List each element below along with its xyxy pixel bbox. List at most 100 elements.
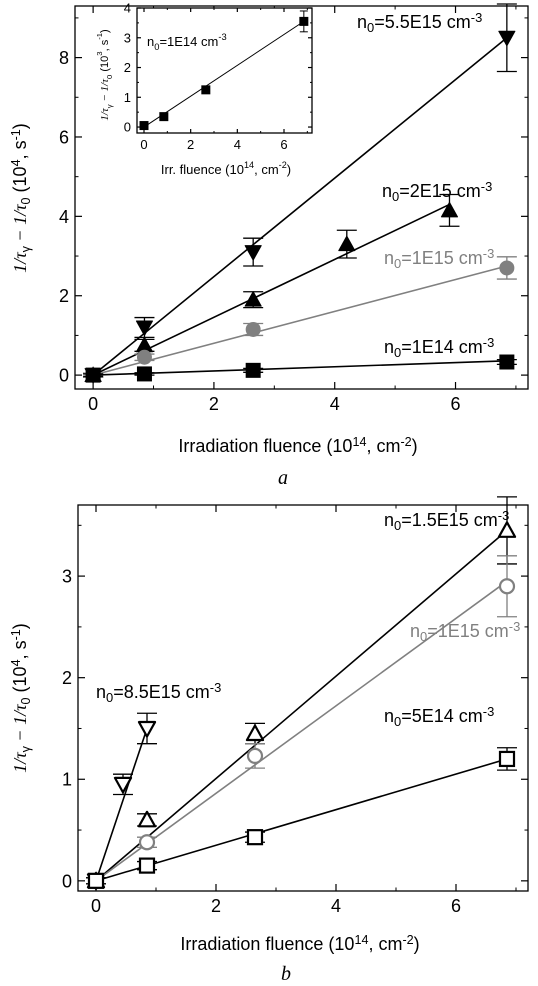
series-label-text: =5E14 cm (401, 706, 483, 726)
y-tick-label: 1 (124, 90, 131, 105)
series-label-sub: 0 (392, 189, 399, 204)
y-label-units2: , s (99, 39, 111, 51)
y-tick-label: 0 (62, 871, 72, 891)
series-label: n0=1E14 cm-3 (384, 335, 494, 360)
x-label-exp: 14 (244, 160, 254, 170)
data-point (440, 201, 459, 218)
x-tick-label: 0 (140, 137, 147, 152)
x-label-text: Irradiation fluence (10 (180, 934, 354, 954)
y-label-sub2: 0 (19, 197, 33, 204)
data-point (338, 235, 356, 252)
data-point (245, 362, 261, 378)
series-label-exp: -3 (498, 508, 510, 523)
data-point (246, 829, 264, 846)
data-point (87, 872, 105, 889)
series-label-base: n (382, 181, 392, 201)
y-tick-label: 4 (59, 207, 69, 227)
x-label-end: ) (414, 934, 420, 954)
series-label-exp: -3 (471, 10, 483, 25)
x-label-text: Irr. fluence (10 (161, 162, 244, 177)
data-point (245, 321, 261, 337)
inset-data-point (299, 16, 309, 26)
series-label-sub: 0 (106, 690, 113, 705)
x-label-exp2: -2 (279, 160, 287, 170)
series-label-base: n (384, 248, 394, 268)
series-label-exp: -3 (210, 680, 222, 695)
series-label-exp: -3 (483, 246, 495, 261)
x-label-exp2: -2 (400, 435, 411, 449)
series-label-base: n (96, 682, 106, 702)
data-point (244, 291, 262, 307)
y-label-exp2: -1 (9, 129, 23, 140)
series-label-text: =1.5E15 cm (401, 510, 498, 530)
data-point (498, 750, 516, 768)
y-tick-label: 1 (62, 770, 72, 790)
series-square (83, 354, 517, 383)
fit-line (95, 728, 148, 882)
data-point (136, 349, 152, 365)
y-tick-label: 2 (62, 668, 72, 688)
x-label-tail: , cm (366, 436, 400, 456)
series-label-base: n (410, 621, 420, 641)
data-point (113, 776, 133, 794)
data-point (499, 260, 515, 276)
fit-line (95, 758, 508, 882)
data-point (137, 810, 157, 828)
x-label-exp2: -2 (402, 933, 413, 947)
series-label-sub: 0 (394, 518, 401, 533)
series-label-text: =8.5E15 cm (113, 682, 210, 702)
x-tick-label: 6 (451, 394, 461, 414)
x-label-exp: 14 (354, 933, 368, 947)
data-point (246, 747, 264, 765)
y-tick-label: 3 (62, 567, 72, 587)
fit-line (95, 529, 508, 882)
data-point (499, 354, 515, 370)
series-label-base: n (357, 12, 367, 32)
series-label-text: =1E14 cm (159, 34, 218, 49)
x-label-end: ) (412, 436, 418, 456)
x-tick-label: 2 (187, 137, 194, 152)
x-axis-title-a: Irradiation fluence (1014, cm-2) (178, 435, 417, 456)
y-label-exp2: -1 (95, 33, 104, 40)
series-label-sub: 0 (394, 714, 401, 729)
x-label-tail: , cm (368, 934, 402, 954)
fit-line (95, 580, 508, 882)
series-circle-open (86, 555, 517, 889)
y-label-exp2: -1 (9, 629, 23, 640)
y-tick-label: 2 (124, 60, 131, 75)
y-label-end: ) (10, 123, 30, 129)
data-point (498, 578, 516, 595)
series-label: n0=1.5E15 cm-3 (384, 508, 509, 533)
y-label-units2: , s (10, 140, 30, 159)
series-label-exp: -3 (218, 32, 226, 42)
y-label-tau1: 1/τ (10, 752, 30, 773)
y-tick-label: 0 (124, 120, 131, 135)
y-tick-label: 0 (59, 366, 69, 386)
series-label-base: n (384, 337, 394, 357)
data-point (137, 720, 157, 738)
y-label-tau2: − 1/τ (10, 704, 30, 746)
series-label-text: =1E14 cm (401, 337, 483, 357)
x-label-text: Irradiation fluence (10 (178, 436, 352, 456)
y-tick-label: 8 (59, 48, 69, 68)
fit-line (92, 37, 508, 376)
series-label-sub: 0 (154, 42, 159, 52)
y-label-exp: 3 (95, 51, 104, 55)
y-label-units: (10 (10, 666, 30, 697)
x-tick-label: 4 (330, 394, 340, 414)
fit-line (92, 203, 450, 376)
series-label: n0=8.5E15 cm-3 (96, 680, 221, 705)
series-label: n0=2E15 cm-3 (382, 179, 492, 204)
panel-label-a: a (278, 467, 288, 489)
x-label-tail: , cm (254, 162, 279, 177)
y-label-sub1: γ (19, 745, 33, 752)
series-triangle-up (83, 193, 460, 383)
x-tick-label: 0 (88, 394, 98, 414)
x-tick-label: 0 (91, 896, 101, 916)
y-label-sub1: γ (19, 245, 33, 252)
series-square-open (86, 747, 517, 889)
series-label: n0=1E15 cm-3 (384, 246, 494, 271)
series-label-sub: 0 (394, 256, 401, 271)
